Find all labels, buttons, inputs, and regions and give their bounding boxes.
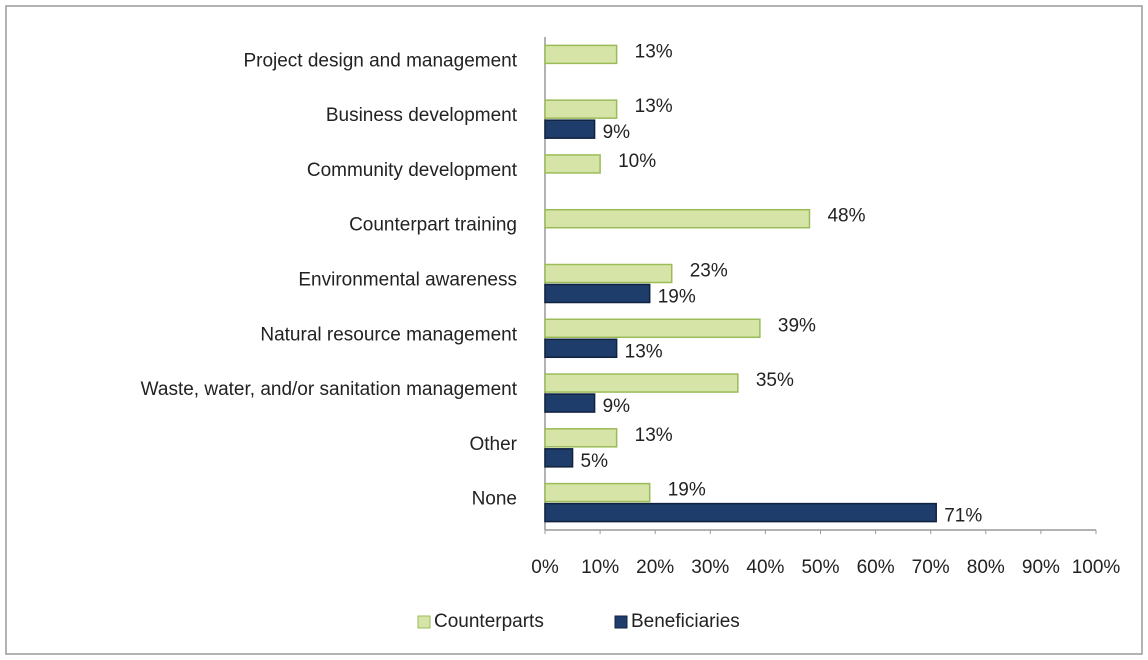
x-tick-label: 90%: [1022, 557, 1060, 578]
category-label: Community development: [307, 160, 518, 181]
data-label: 19%: [658, 287, 696, 308]
data-label: 19%: [668, 480, 706, 501]
bar: [544, 44, 618, 65]
x-tick-label: 0%: [531, 557, 559, 578]
bar: [544, 373, 739, 393]
data-label: 39%: [778, 315, 816, 336]
bar: [544, 208, 811, 229]
data-label: 13%: [635, 425, 673, 446]
x-tick-label: 50%: [801, 557, 839, 578]
bar: [544, 482, 651, 503]
bar: [544, 119, 596, 139]
legend-swatch: [417, 615, 431, 629]
bar: [544, 154, 601, 174]
data-label: 10%: [618, 151, 656, 172]
x-tick-label: 40%: [746, 557, 784, 578]
category-label: Project design and management: [243, 50, 517, 71]
category-label: Environmental awareness: [298, 270, 517, 291]
bar: [544, 318, 761, 339]
category-label: Counterpart training: [349, 215, 517, 236]
legend-swatch: [614, 615, 628, 629]
data-label: 9%: [603, 396, 631, 417]
data-label: 71%: [944, 506, 982, 527]
x-tick-label: 100%: [1072, 557, 1121, 578]
bar: [544, 283, 651, 304]
bar: [544, 502, 937, 523]
bar: [544, 448, 574, 468]
bar: [544, 428, 618, 448]
legend-label: Counterparts: [434, 611, 544, 632]
x-tick-label: 70%: [912, 557, 950, 578]
x-tick-label: 60%: [857, 557, 895, 578]
bar: [544, 338, 618, 359]
bar: [544, 99, 618, 119]
x-tick-label: 20%: [636, 557, 674, 578]
x-tick-label: 10%: [581, 557, 619, 578]
data-label: 48%: [827, 206, 865, 227]
category-label: Business development: [326, 105, 518, 126]
x-tick-label: 30%: [691, 557, 729, 578]
category-label: Other: [469, 434, 517, 455]
data-label: 13%: [625, 341, 663, 362]
bar: [544, 393, 596, 413]
bar: [544, 263, 673, 284]
category-label: None: [472, 489, 517, 510]
x-tick-label: 80%: [967, 557, 1005, 578]
data-label: 13%: [635, 41, 673, 62]
category-label: Waste, water, and/or sanitation manageme…: [141, 379, 518, 400]
legend-label: Beneficiaries: [631, 611, 740, 632]
data-label: 13%: [635, 96, 673, 117]
data-label: 9%: [603, 122, 631, 143]
data-label: 35%: [756, 370, 794, 391]
category-label: Natural resource management: [260, 324, 517, 345]
data-label: 5%: [581, 451, 609, 472]
data-label: 23%: [690, 261, 728, 282]
